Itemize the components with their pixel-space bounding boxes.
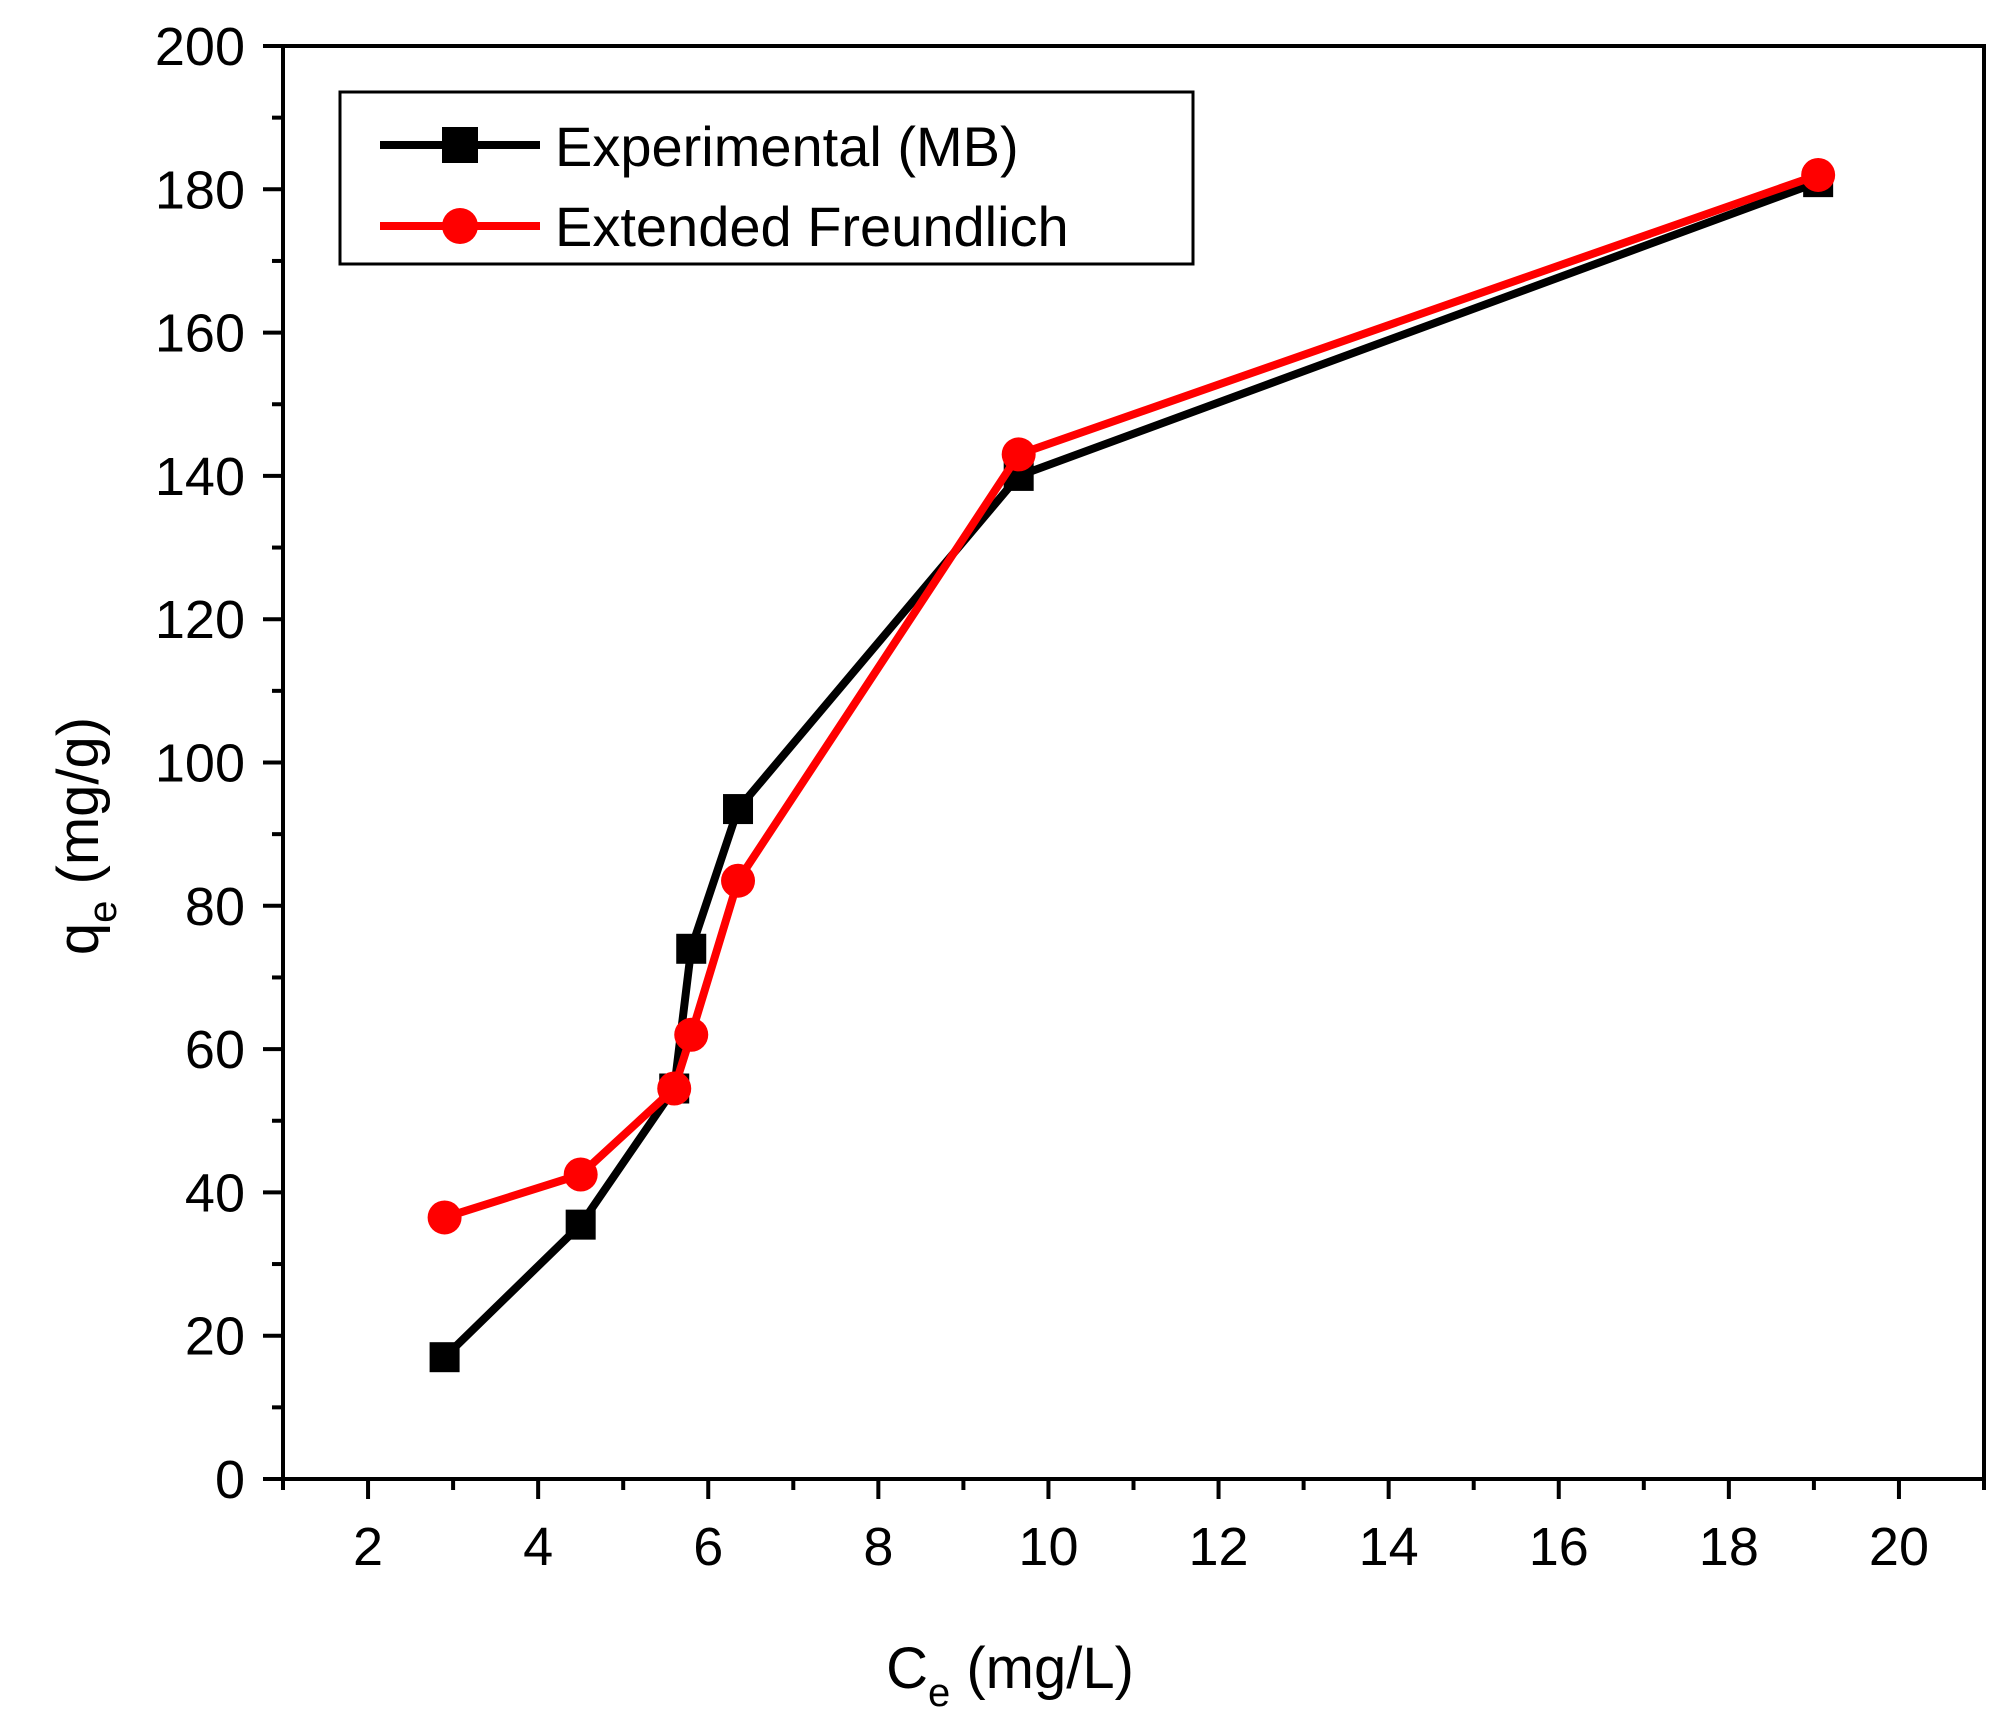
- series-line-1: [443, 171, 1820, 1222]
- legend-marker-square: [442, 127, 478, 163]
- data-point-circle: [563, 1157, 598, 1192]
- y-tick-label: 100: [155, 734, 245, 794]
- series-layer: [427, 157, 1836, 1373]
- data-point-circle: [1001, 437, 1036, 472]
- series-line-0: [441, 178, 1820, 1361]
- x-tick-label: 8: [863, 1517, 893, 1577]
- x-tick-label: 10: [1018, 1517, 1078, 1577]
- x-tick-label: 4: [523, 1517, 553, 1577]
- x-tick-label: 12: [1189, 1517, 1249, 1577]
- data-point-circle: [674, 1017, 709, 1052]
- x-tick-label: 2: [353, 1517, 383, 1577]
- y-tick-label: 160: [155, 304, 245, 364]
- x-axis-title: Ce (mg/L): [886, 1636, 1134, 1715]
- y-tick-label: 20: [185, 1307, 245, 1367]
- data-point-circle: [657, 1071, 692, 1106]
- x-axis-title-sub: e: [928, 1671, 950, 1715]
- x-tick-label: 16: [1529, 1517, 1589, 1577]
- y-tick-label: 180: [155, 160, 245, 220]
- data-point-square: [565, 1209, 596, 1240]
- x-tick-label: 20: [1869, 1517, 1929, 1577]
- y-tick-label: 200: [155, 17, 245, 77]
- x-axis-title-main: C: [886, 1636, 928, 1701]
- y-tick-label: 140: [155, 447, 245, 507]
- legend-label-freundlich: Extended Freundlich: [555, 195, 1069, 258]
- y-tick-label: 40: [185, 1163, 245, 1223]
- y-tick-label: 120: [155, 590, 245, 650]
- y-axis-title: qe (mg/g): [46, 717, 125, 955]
- data-point-circle: [721, 863, 756, 898]
- axes-layer: 2 4 6 8 10 12 14 16 18 20020406080100120140160180…: [155, 17, 1986, 1577]
- legend-box: [338, 90, 1195, 266]
- data-point-square: [723, 794, 754, 825]
- data-point-circle: [1801, 157, 1836, 192]
- legend-label-experimental: Experimental (MB): [555, 115, 1019, 178]
- legend-marker-circle: [442, 208, 478, 244]
- y-tick-label: 60: [185, 1020, 245, 1080]
- y-axis-title-sub: e: [81, 901, 125, 923]
- y-axis-title-main: q: [46, 923, 111, 955]
- x-tick-label: 6: [693, 1517, 723, 1577]
- data-point-circle: [427, 1200, 462, 1235]
- y-axis-title-unit: (mg/g): [46, 717, 111, 901]
- x-tick-label: 14: [1359, 1517, 1419, 1577]
- y-tick-label: 0: [215, 1450, 245, 1510]
- data-point-square: [429, 1342, 460, 1373]
- x-axis-title-unit: (mg/L): [950, 1636, 1134, 1701]
- data-point-square: [676, 933, 707, 964]
- legend: Experimental (MB) Extended Freundlich: [338, 90, 1195, 266]
- y-tick-label: 80: [185, 877, 245, 937]
- x-tick-label: 18: [1699, 1517, 1759, 1577]
